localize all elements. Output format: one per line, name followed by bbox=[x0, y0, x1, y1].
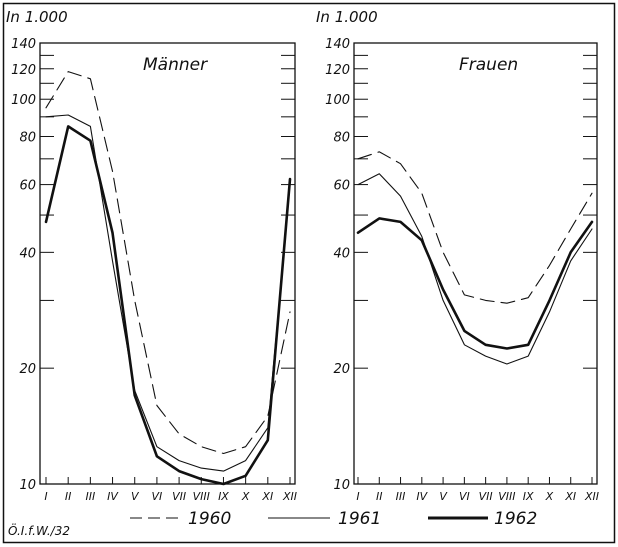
men-y-unit-label: In 1.000 bbox=[6, 8, 68, 26]
x-tick-label: VI bbox=[152, 490, 163, 503]
x-tick-label: III bbox=[85, 490, 95, 503]
men-series-lines bbox=[44, 71, 292, 486]
x-tick-label: II bbox=[376, 490, 383, 503]
series-line-1962 bbox=[44, 125, 292, 486]
y-tick-label: 20 bbox=[19, 362, 36, 377]
series-line-1960 bbox=[45, 71, 291, 455]
legend-label-1962: 1962 bbox=[494, 509, 537, 529]
x-tick-label: I bbox=[44, 490, 47, 503]
women-plot-frame bbox=[353, 42, 598, 485]
x-tick-label: VIII bbox=[498, 490, 515, 503]
y-tick-label: 100 bbox=[11, 93, 36, 108]
series-line-1960 bbox=[357, 151, 593, 304]
x-tick-label: IX bbox=[218, 490, 229, 503]
y-tick-label: 100 bbox=[325, 93, 350, 108]
y-tick-label: 80 bbox=[19, 131, 36, 146]
women-series-lines bbox=[356, 151, 594, 365]
x-tick-label: IV bbox=[107, 490, 119, 503]
y-tick-label: 40 bbox=[333, 246, 350, 261]
series-line-1961 bbox=[357, 173, 593, 365]
y-tick-label: 40 bbox=[19, 246, 36, 261]
x-tick-label: VII bbox=[172, 490, 186, 503]
women-x-axis: I II III IV V VI VII VIII IX X XI XII bbox=[356, 477, 599, 503]
y-tick-label: 10 bbox=[333, 478, 350, 493]
x-tick-label: XII bbox=[584, 490, 599, 503]
y-tick-label: 20 bbox=[333, 362, 350, 377]
x-tick-label: XI bbox=[261, 490, 273, 503]
y-tick-label: 120 bbox=[325, 63, 350, 78]
x-tick-label: VII bbox=[479, 490, 493, 503]
x-tick-label: V bbox=[131, 490, 140, 503]
legend-label-1960: 1960 bbox=[188, 509, 231, 529]
x-tick-label: I bbox=[356, 490, 359, 503]
y-tick-label: 80 bbox=[333, 131, 350, 146]
x-tick-label: VI bbox=[459, 490, 470, 503]
y-tick-label: 60 bbox=[19, 179, 36, 194]
x-tick-label: IX bbox=[523, 490, 534, 503]
y-tick-label: 10 bbox=[19, 478, 36, 493]
series-line-1962 bbox=[356, 217, 594, 350]
x-tick-label: V bbox=[439, 490, 448, 503]
legend: 1960 1961 1962 bbox=[130, 509, 537, 529]
x-tick-label: III bbox=[396, 490, 406, 503]
y-tick-label: 60 bbox=[333, 179, 350, 194]
y-tick-label: 140 bbox=[325, 37, 350, 52]
y-tick-label: 120 bbox=[11, 63, 36, 78]
y-tick-label: 140 bbox=[11, 37, 36, 52]
x-tick-label: XII bbox=[282, 490, 297, 503]
x-tick-label: VIII bbox=[193, 490, 210, 503]
x-tick-label: XI bbox=[564, 490, 576, 503]
series-line-1961 bbox=[45, 114, 291, 472]
x-tick-label: IV bbox=[416, 490, 428, 503]
women-y-axis: 10 20 40 60 80 100 120 140 bbox=[325, 37, 597, 493]
men-chart-title: Männer bbox=[143, 55, 208, 75]
source-footnote: Ö.I.f.W./32 bbox=[8, 522, 70, 538]
x-tick-label: X bbox=[241, 490, 250, 503]
men-x-axis: I II III IV V VI VII VIII IX X XI XII bbox=[44, 477, 297, 503]
x-tick-label: X bbox=[545, 490, 554, 503]
legend-label-1961: 1961 bbox=[338, 509, 381, 529]
men-plot-frame bbox=[39, 42, 296, 485]
x-tick-label: II bbox=[65, 490, 72, 503]
men-y-axis: 10 20 40 60 80 100 120 140 bbox=[11, 37, 295, 493]
women-chart-title: Frauen bbox=[459, 55, 518, 75]
women-y-unit-label: In 1.000 bbox=[316, 8, 378, 26]
